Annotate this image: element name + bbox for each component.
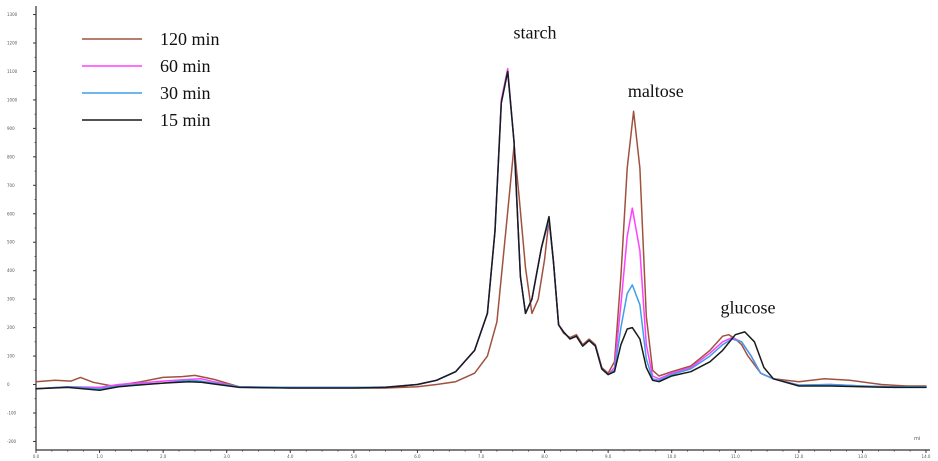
x-tick-label: 8.0 [541,454,548,459]
y-tick-label: 1200 [7,41,18,46]
legend-label: 30 min [160,83,211,103]
y-tick-label: -200 [7,439,17,444]
x-tick-label: 0.0 [33,454,40,459]
x-tick-label: 2.0 [160,454,167,459]
x-tick-label: 14.0 [922,454,931,459]
annotation-starch: starch [514,23,557,43]
series-line-15-min [35,70,927,391]
x-tick-label: 10.0 [667,454,676,459]
y-tick-label: -100 [7,411,17,416]
x-unit-label: mi [914,436,920,442]
series-lines [35,67,927,391]
x-ticks: 0.0 1.0 2.0 3.0 4.0 5.0 6.0 7.0 8.0 9.0 10.0 11.0 12… [33,450,931,459]
x-tick-label: 7.0 [478,454,485,459]
x-tick-label: 3.0 [224,454,231,459]
legend: 120 min 60 min 30 min 15 min [82,29,220,130]
x-tick-label: 9.0 [605,454,612,459]
x-tick-label: 12.0 [794,454,803,459]
y-tick-label: 600 [7,211,15,216]
y-ticks: -200 -100 0 100 200 300 400 500 600 700 800 900 1000… [7,12,36,444]
y-tick-label: 1300 [7,12,18,17]
y-tick-label: 300 [7,297,15,302]
x-tick-label: 6.0 [414,454,421,459]
annotation-maltose: maltose [628,81,684,101]
y-tick-label: 1000 [7,97,18,102]
x-tick-label: 13.0 [858,454,867,459]
peak-annotations: starch maltose glucose [514,23,776,318]
x-tick-label: 11.0 [731,454,740,459]
x-tick-label: 5.0 [351,454,358,459]
y-tick-label: 900 [7,126,15,131]
legend-label: 60 min [160,56,211,76]
y-tick-label: 100 [7,354,15,359]
y-tick-label: 400 [7,268,15,273]
y-tick-label: 200 [7,325,15,330]
series-line-120-min [35,110,927,389]
legend-label: 120 min [160,29,220,49]
x-tick-label: 4.0 [287,454,294,459]
y-tick-label: 500 [7,240,15,245]
y-tick-label: 1100 [7,69,18,74]
annotation-glucose: glucose [721,297,776,317]
y-tick-label: 0 [7,382,10,387]
y-tick-label: 800 [7,154,15,159]
x-tick-label: 1.0 [96,454,103,459]
legend-label: 15 min [160,110,211,130]
y-tick-label: 700 [7,183,15,188]
